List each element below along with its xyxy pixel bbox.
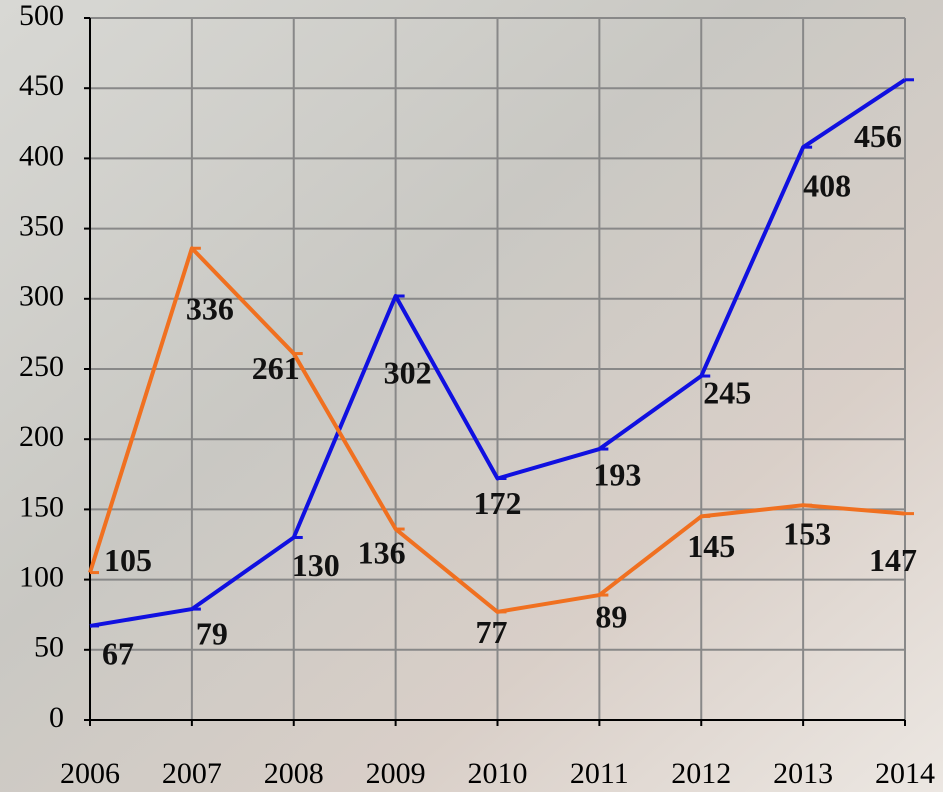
- y-tick-label: 200: [19, 420, 64, 453]
- data-label: 193: [593, 456, 641, 492]
- y-tick-label: 350: [19, 209, 64, 242]
- data-label: 172: [474, 485, 522, 521]
- y-tick-label: 150: [19, 490, 64, 523]
- data-label: 89: [595, 598, 627, 634]
- data-label: 302: [384, 354, 432, 390]
- data-label: 136: [358, 534, 406, 570]
- data-label: 130: [292, 547, 340, 583]
- y-tick-label: 250: [19, 350, 64, 383]
- y-tick-label: 450: [19, 69, 64, 102]
- data-label: 456: [854, 118, 902, 154]
- data-label: 245: [703, 374, 751, 410]
- x-tick-label: 2014: [875, 757, 935, 790]
- data-label: 145: [687, 528, 735, 564]
- data-label: 77: [476, 614, 508, 650]
- y-tick-label: 50: [34, 631, 64, 664]
- data-label: 408: [803, 168, 851, 204]
- x-tick-label: 2011: [570, 757, 629, 790]
- data-label: 67: [102, 635, 134, 671]
- data-label: 153: [783, 516, 831, 552]
- data-label: 336: [186, 291, 234, 327]
- y-tick-label: 500: [19, 0, 64, 32]
- data-label: 147: [869, 542, 917, 578]
- y-tick-label: 100: [19, 560, 64, 593]
- x-tick-label: 2008: [264, 757, 324, 790]
- data-label: 261: [252, 350, 300, 386]
- data-label: 105: [104, 542, 152, 578]
- x-tick-label: 2007: [162, 757, 222, 790]
- x-tick-label: 2006: [60, 757, 120, 790]
- x-tick-label: 2012: [671, 757, 731, 790]
- y-tick-label: 0: [49, 701, 64, 734]
- x-tick-label: 2013: [773, 757, 833, 790]
- x-tick-label: 2009: [366, 757, 426, 790]
- x-tick-label: 2010: [468, 757, 528, 790]
- data-label: 79: [196, 615, 228, 651]
- y-tick-label: 400: [19, 139, 64, 172]
- y-tick-label: 300: [19, 280, 64, 313]
